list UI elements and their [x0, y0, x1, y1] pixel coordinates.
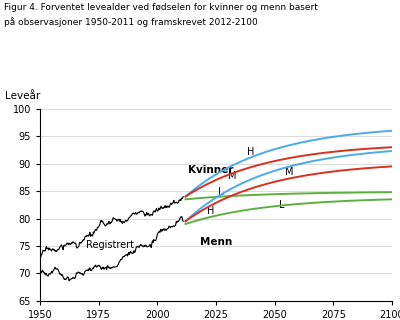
Text: Menn: Menn: [200, 237, 232, 247]
Text: H: H: [246, 148, 254, 157]
Text: M: M: [228, 171, 236, 181]
Text: på observasjoner 1950-2011 og framskrevet 2012-2100: på observasjoner 1950-2011 og framskreve…: [4, 18, 258, 28]
Text: H: H: [207, 206, 214, 216]
Text: L: L: [279, 200, 285, 210]
Text: Registrert: Registrert: [86, 240, 134, 250]
Text: Figur 4. Forventet levealder ved fødselen for kvinner og menn basert: Figur 4. Forventet levealder ved fødsele…: [4, 3, 318, 12]
Text: M: M: [285, 167, 294, 177]
Text: Kvinner: Kvinner: [188, 164, 233, 175]
Text: L: L: [218, 187, 224, 197]
Text: Leveår: Leveår: [5, 91, 40, 101]
